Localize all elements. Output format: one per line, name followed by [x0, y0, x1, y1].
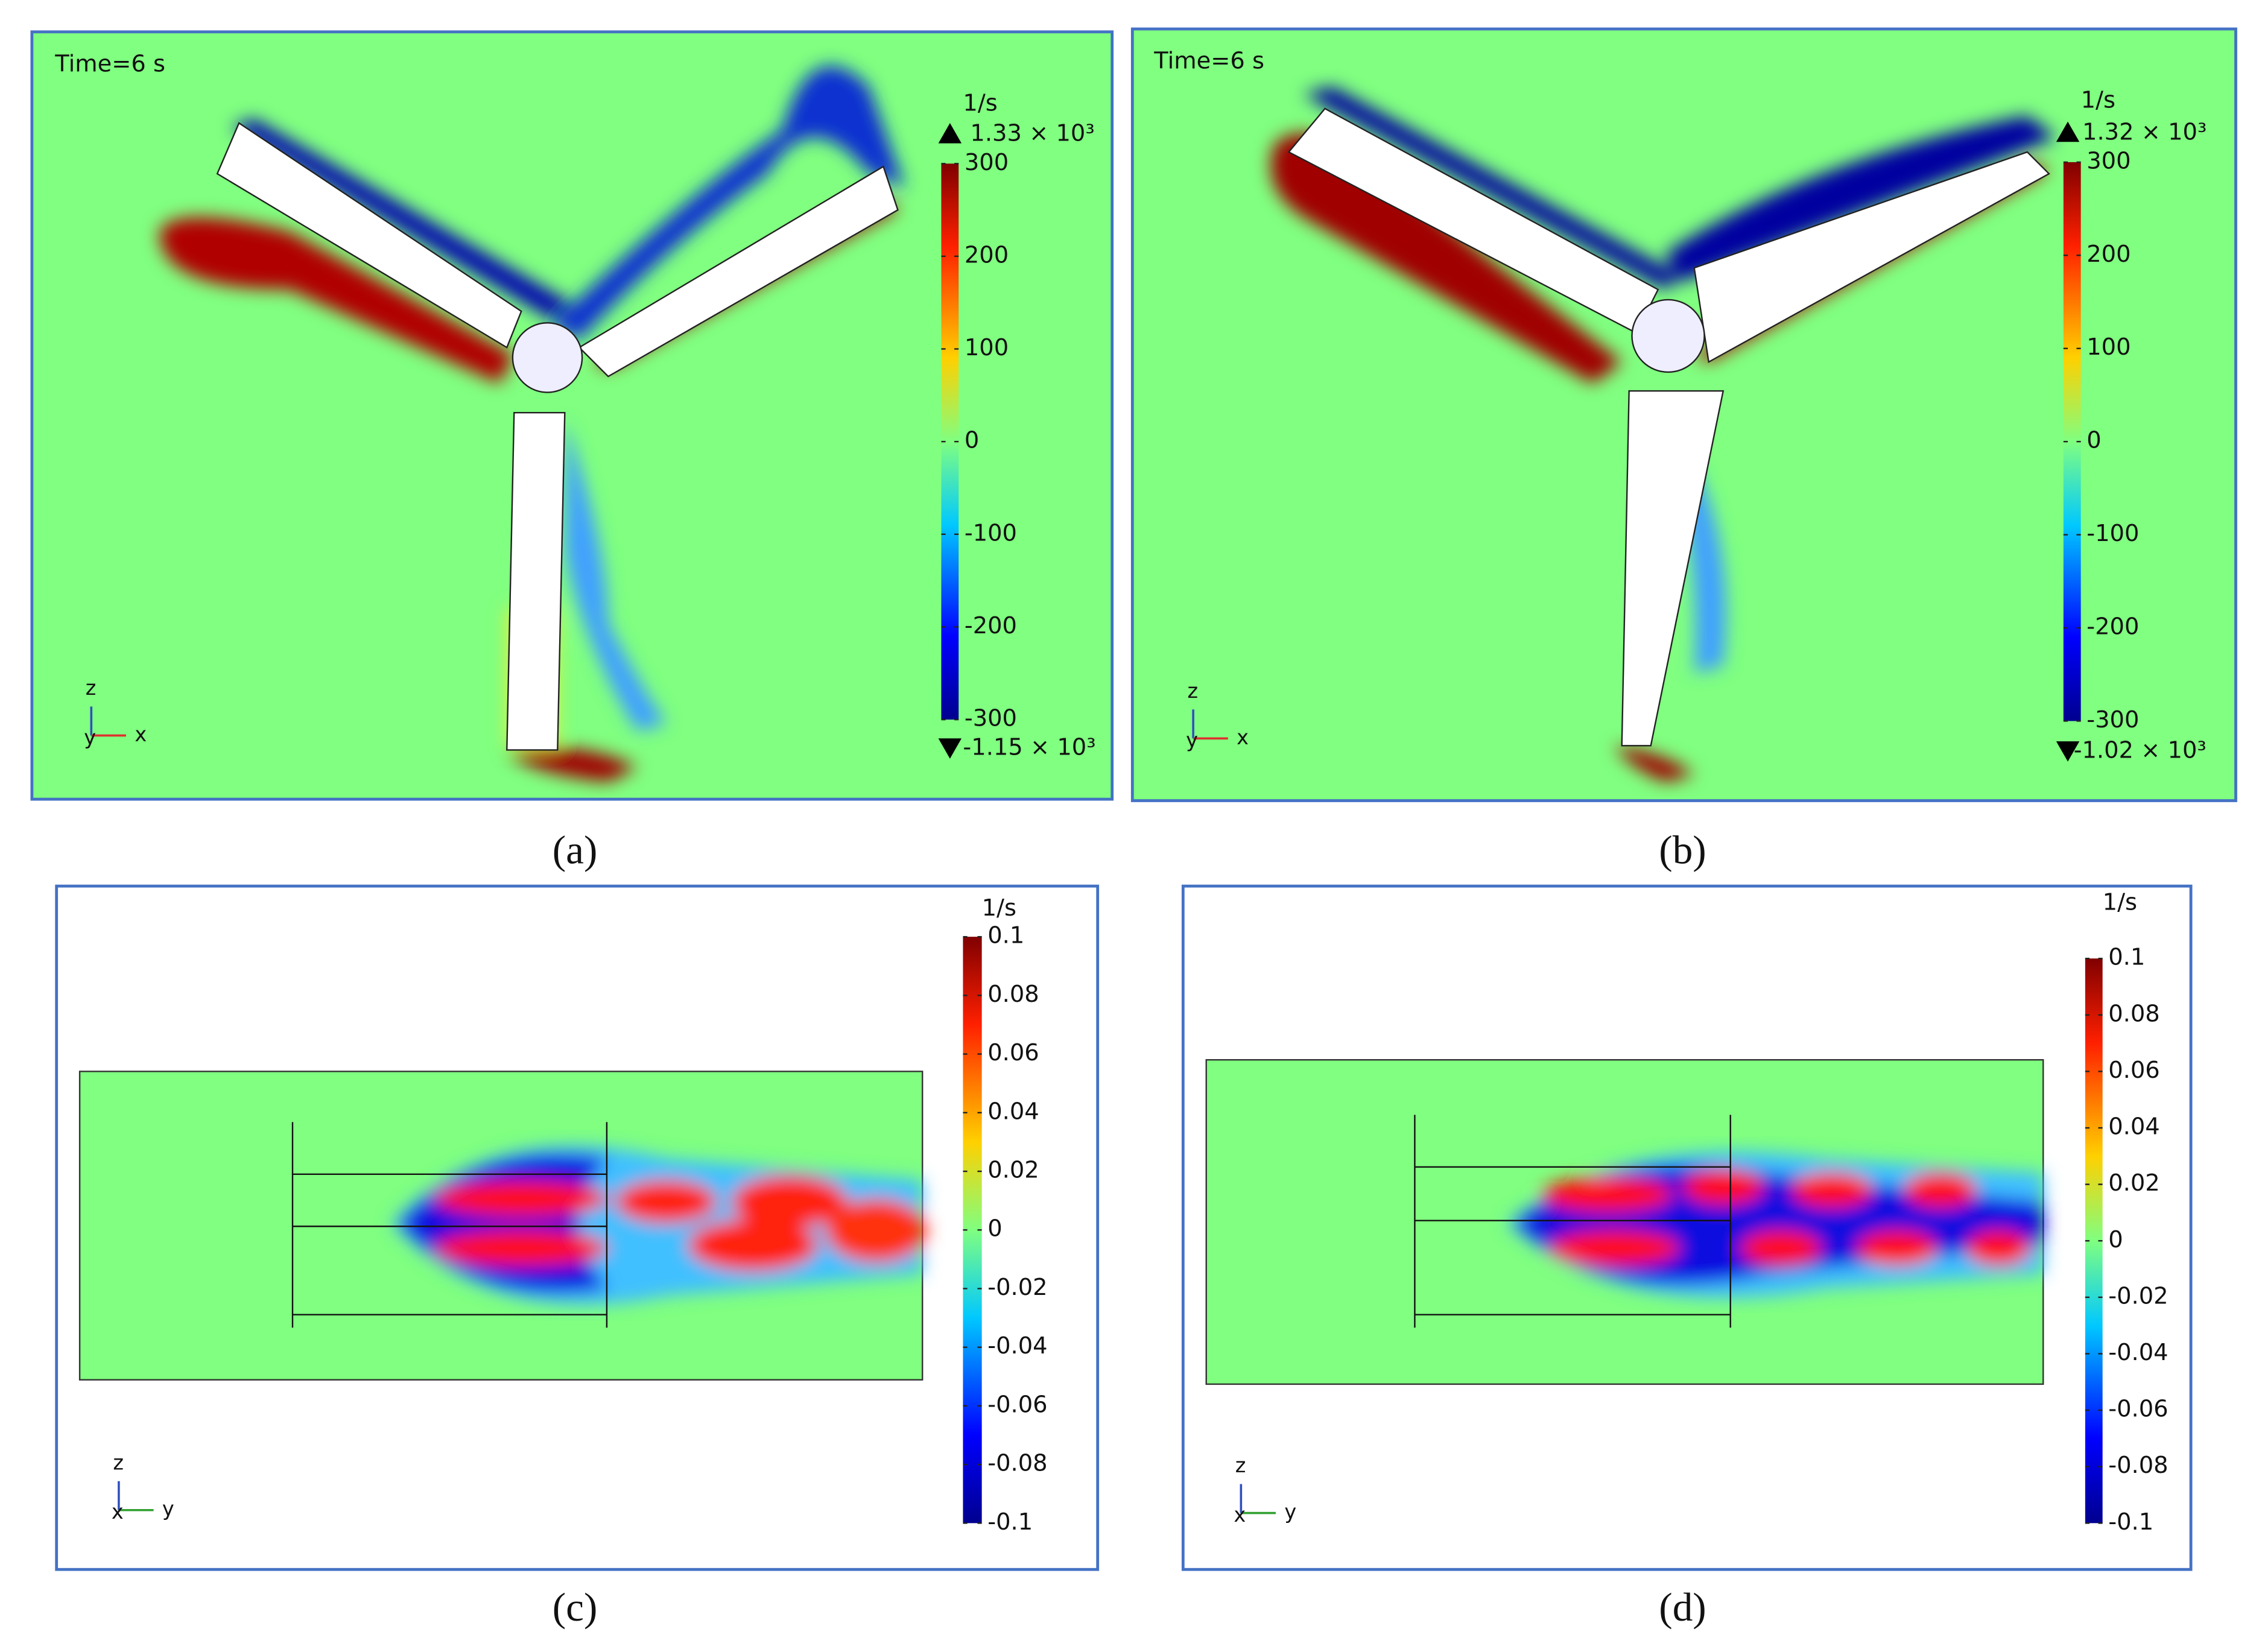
colorbar-unit: 1/s: [982, 894, 1016, 922]
colorbar-tick-label: -0.04: [2108, 1339, 2168, 1366]
axis-label: y: [1186, 729, 1198, 752]
colorbar-tick-label: -0.06: [2108, 1396, 2168, 1423]
colorbar-tick-label: 200: [2086, 241, 2131, 268]
axis-label: y: [162, 1497, 174, 1521]
colorbar-tick-label: 0: [965, 427, 979, 454]
panel-label: (a): [553, 828, 598, 873]
colorbar-tick-label: 0.08: [2108, 1000, 2159, 1027]
colorbar-tick-label: 100: [2086, 334, 2131, 361]
max-label: 1.33 × 10³: [970, 120, 1094, 147]
colorbar-tick-label: 0.04: [987, 1098, 1039, 1125]
axis-label: x: [135, 723, 147, 746]
time-label: Time=6 s: [1153, 48, 1264, 75]
min-label: -1.15 × 10³: [963, 734, 1095, 761]
colorbar-tick-label: -300: [965, 705, 1017, 732]
axis-label: z: [1235, 1454, 1246, 1477]
panel-c-field: [55, 884, 1100, 1571]
max-marker: [2056, 121, 2080, 142]
axis-label: z: [86, 676, 97, 700]
min-label: -1.02 × 10³: [2074, 736, 2207, 764]
colorbar-tick-label: -100: [965, 519, 1017, 546]
colorbar-unit: 1/s: [2081, 87, 2115, 114]
colorbar-unit: 1/s: [963, 89, 997, 116]
colorbar-tick-label: 0.06: [987, 1039, 1039, 1066]
colorbar-tick-label: 0: [2108, 1226, 2123, 1253]
axis-label: y: [1284, 1500, 1296, 1524]
colorbar-tick-label: -0.1: [2108, 1508, 2153, 1536]
axis-label: x: [112, 1500, 124, 1524]
colorbar-tick-label: 0.02: [2108, 1169, 2159, 1197]
colorbar-tick-label: -0.08: [987, 1450, 1047, 1477]
colorbar-tick-label: 0.1: [987, 922, 1024, 949]
colorbar-tick-label: 0.04: [2108, 1113, 2159, 1141]
colorbar-tick-label: -0.02: [2108, 1282, 2168, 1309]
colorbar-tick-label: -300: [2086, 706, 2139, 733]
colorbar-tick-label: -0.02: [987, 1274, 1047, 1301]
colorbar-tick-label: -0.04: [987, 1332, 1047, 1359]
colorbar-unit: 1/s: [2103, 888, 2137, 916]
colorbar-tick-label: 300: [965, 149, 1009, 176]
max-label: 1.32 × 10³: [2082, 118, 2207, 145]
panel-label: (c): [553, 1584, 598, 1630]
colorbar-tick-label: -0.1: [987, 1508, 1033, 1536]
colorbar-tick-label: 300: [2086, 147, 2131, 174]
time-label: Time=6 s: [54, 51, 165, 78]
colorbar-tick-label: -200: [2086, 613, 2139, 641]
axis-label: x: [1237, 726, 1249, 749]
axis-label: z: [1188, 679, 1199, 703]
colorbar-tick-label: 0.1: [2108, 944, 2145, 971]
axis-label: z: [113, 1451, 124, 1474]
colorbar-tick-label: 0.08: [987, 981, 1039, 1008]
panel-label: (b): [1659, 828, 1706, 873]
panel-a-field: [30, 30, 1114, 801]
colorbar-tick-label: 0.06: [2108, 1057, 2159, 1084]
colorbar-tick-label: -100: [2086, 520, 2139, 547]
min-marker: [938, 738, 962, 759]
colorbar-tick-label: 0: [2086, 427, 2101, 454]
axis-label: x: [1234, 1503, 1246, 1527]
colorbar-tick-label: -0.06: [987, 1391, 1047, 1418]
panel-b-field: [1130, 27, 2237, 802]
colorbar-tick-label: 100: [965, 334, 1009, 361]
colorbar-tick-label: 0: [987, 1215, 1002, 1242]
min-marker: [2056, 741, 2080, 762]
axis-label: y: [84, 726, 96, 749]
colorbar-tick-label: -200: [965, 612, 1017, 639]
panel-d-field: [1181, 884, 2193, 1571]
colorbar-tick-label: 0.02: [987, 1157, 1039, 1184]
colorbar-tick-label: 200: [965, 241, 1009, 268]
max-marker: [938, 123, 962, 144]
colorbar-tick-label: -0.08: [2108, 1452, 2168, 1479]
panel-label: (d): [1659, 1584, 1706, 1630]
